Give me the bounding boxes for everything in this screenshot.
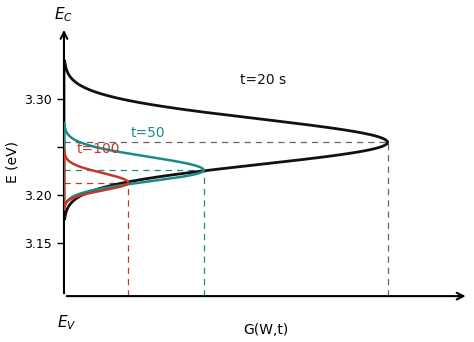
Text: t=100: t=100 [77,142,120,156]
Text: t=50: t=50 [130,126,165,140]
Text: G(W,t): G(W,t) [244,323,289,337]
Text: $E_V$: $E_V$ [56,313,76,332]
Text: $E_C$: $E_C$ [55,5,73,24]
Text: t=20 s: t=20 s [240,73,287,87]
Y-axis label: E (eV): E (eV) [6,141,19,183]
